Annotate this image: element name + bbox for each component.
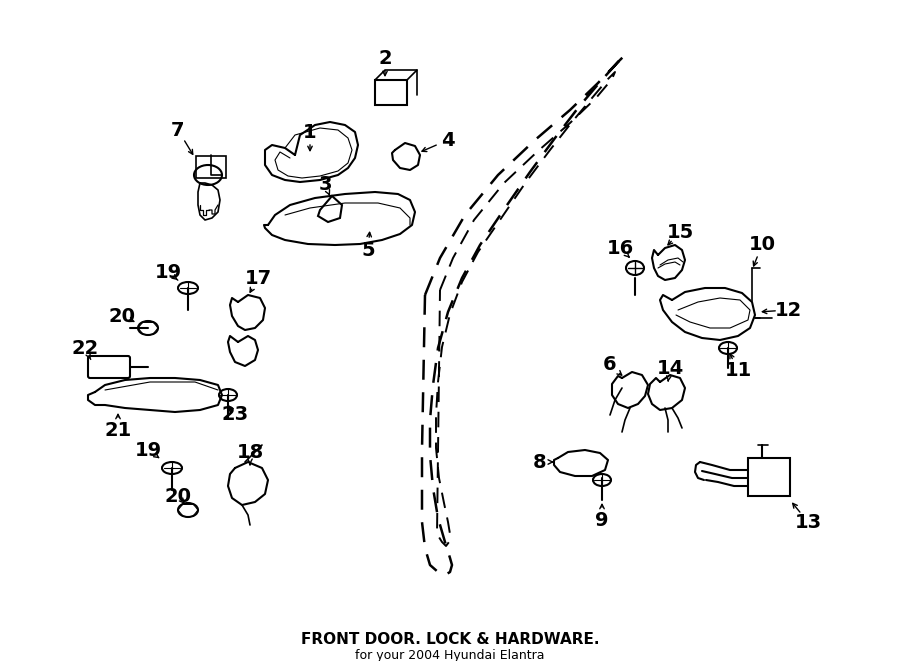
Polygon shape: [264, 192, 415, 245]
Polygon shape: [228, 462, 268, 505]
Polygon shape: [230, 295, 265, 330]
Polygon shape: [88, 378, 222, 412]
Polygon shape: [198, 183, 220, 220]
Bar: [375, 80, 407, 105]
Polygon shape: [265, 122, 358, 182]
Text: 20: 20: [109, 307, 136, 325]
Text: 11: 11: [724, 360, 751, 379]
Text: 21: 21: [104, 420, 131, 440]
Polygon shape: [648, 375, 685, 410]
Polygon shape: [660, 288, 755, 340]
Bar: [196, 156, 226, 178]
Text: 19: 19: [134, 440, 162, 459]
Text: 16: 16: [607, 239, 634, 258]
Text: 2: 2: [378, 48, 392, 67]
Text: 23: 23: [221, 405, 248, 424]
Text: 9: 9: [595, 510, 608, 529]
Text: 17: 17: [245, 268, 272, 288]
Text: 1: 1: [303, 122, 317, 141]
Text: 4: 4: [441, 130, 454, 149]
Text: 10: 10: [749, 235, 776, 254]
Text: 8: 8: [533, 453, 547, 471]
Text: 22: 22: [71, 338, 99, 358]
FancyBboxPatch shape: [88, 356, 130, 378]
Text: 15: 15: [666, 223, 694, 241]
Polygon shape: [392, 143, 420, 170]
Text: 3: 3: [319, 176, 332, 194]
Polygon shape: [612, 372, 648, 408]
Text: 6: 6: [603, 356, 616, 375]
Bar: [748, 458, 790, 496]
Polygon shape: [554, 450, 608, 476]
Text: for your 2004 Hyundai Elantra: for your 2004 Hyundai Elantra: [356, 648, 544, 661]
Text: 19: 19: [155, 262, 182, 282]
Text: 14: 14: [656, 358, 684, 377]
Polygon shape: [652, 245, 685, 280]
Text: 12: 12: [774, 301, 802, 319]
Polygon shape: [228, 336, 258, 366]
Text: 13: 13: [795, 512, 822, 531]
Text: 18: 18: [237, 442, 264, 461]
Text: 5: 5: [361, 241, 374, 260]
Text: 7: 7: [171, 120, 184, 139]
Text: 20: 20: [165, 486, 192, 506]
Text: FRONT DOOR. LOCK & HARDWARE.: FRONT DOOR. LOCK & HARDWARE.: [301, 633, 599, 648]
